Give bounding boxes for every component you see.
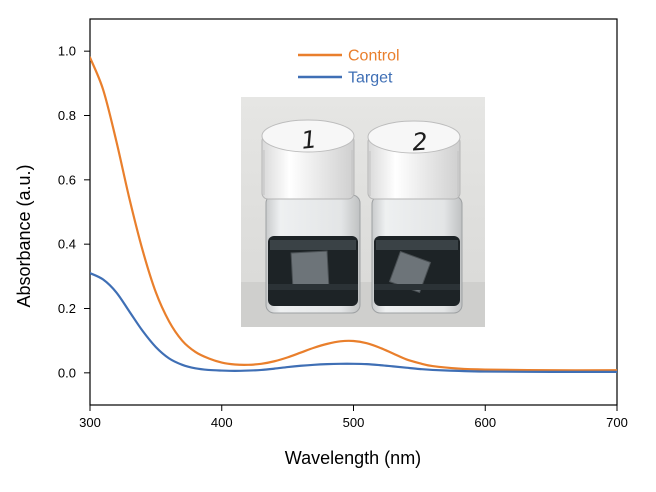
legend: Control Target (298, 48, 400, 87)
x-axis-title: Wavelength (nm) (285, 448, 421, 468)
y-axis: 0.0 0.2 0.4 0.6 0.8 1.0 (58, 44, 90, 380)
y-tick-label: 0.8 (58, 108, 76, 123)
x-tick-label: 300 (79, 415, 101, 430)
y-axis-title: Absorbance (a.u.) (14, 164, 34, 307)
series-line-control (90, 56, 617, 372)
x-tick-label: 500 (343, 415, 365, 430)
vial-1-label: 1 (300, 125, 318, 154)
x-tick-label: 600 (474, 415, 496, 430)
y-tick-label: 0.0 (58, 365, 76, 380)
y-tick-label: 0.2 (58, 301, 76, 316)
legend-label-target: Target (348, 70, 393, 87)
x-axis: 300 400 500 600 700 (79, 405, 628, 430)
vial-1: 1 (261, 119, 361, 314)
y-tick-label: 0.4 (58, 237, 76, 252)
series-group (90, 56, 617, 373)
inset-vial-photo: 1 2 (241, 97, 485, 327)
y-tick-label: 0.6 (58, 172, 76, 187)
y-tick-label: 1.0 (58, 44, 76, 59)
x-tick-label: 400 (211, 415, 233, 430)
x-tick-label: 700 (606, 415, 628, 430)
vial-2-label: 2 (411, 128, 428, 157)
legend-label-control: Control (348, 48, 400, 65)
series-line-target (90, 272, 617, 373)
vial-2: 2 (367, 120, 463, 314)
